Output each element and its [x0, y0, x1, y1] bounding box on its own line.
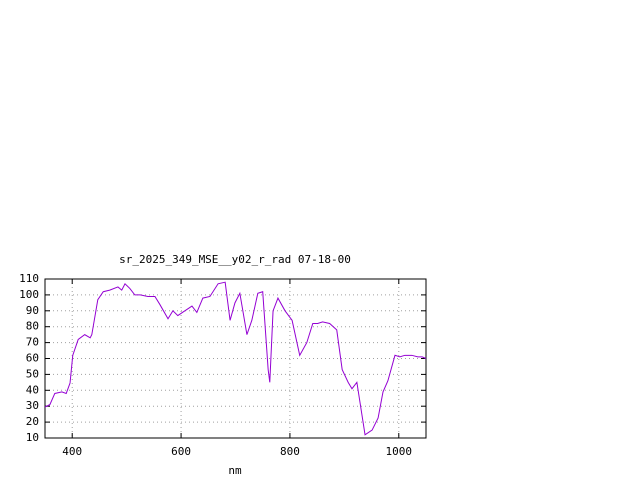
- chart-title: sr_2025_349_MSE__y02_r_rad 07-18-00: [119, 253, 351, 266]
- x-tick-label: 400: [62, 445, 82, 458]
- y-tick-label: 60: [26, 352, 39, 365]
- y-tick-label: 90: [26, 304, 39, 317]
- y-tick-label: 40: [26, 383, 39, 396]
- y-tick-label: 100: [19, 288, 39, 301]
- x-tick-label: 600: [171, 445, 191, 458]
- data-line: [44, 281, 427, 436]
- y-tick-label: 80: [26, 320, 39, 333]
- x-axis-label: nm: [228, 464, 242, 477]
- x-tick-label: 800: [280, 445, 300, 458]
- y-tick-label: 30: [26, 399, 39, 412]
- y-tick-label: 20: [26, 415, 39, 428]
- x-tick-label: 1000: [386, 445, 413, 458]
- y-tick-label: 10: [26, 431, 39, 444]
- y-tick-label: 50: [26, 367, 39, 380]
- y-tick-label: 110: [19, 272, 39, 285]
- y-tick-label: 70: [26, 336, 39, 349]
